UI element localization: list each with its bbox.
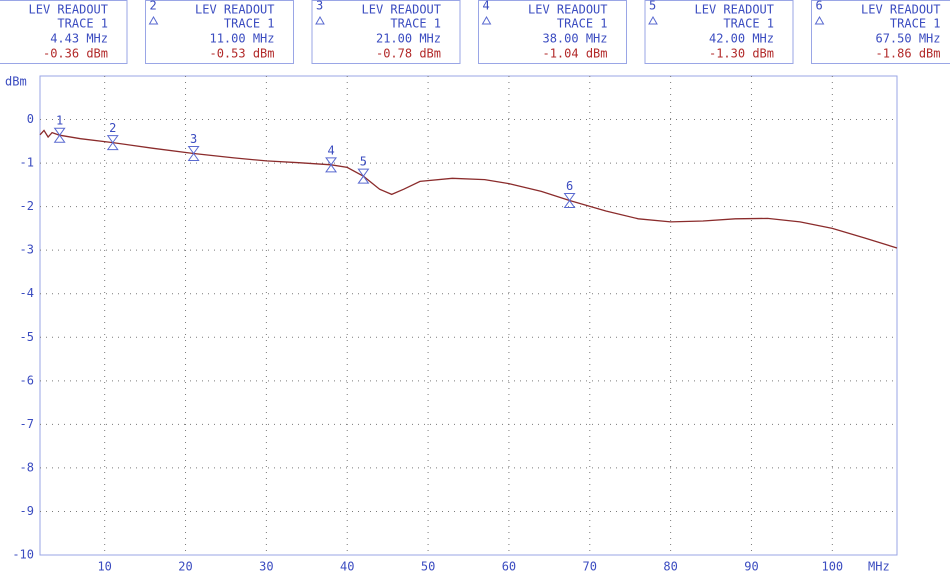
readout-marker-number: 4 [483,0,490,13]
readout-marker-symbol [315,15,325,25]
x-tick-label: 50 [421,560,435,574]
readout-marker-symbol [481,15,492,25]
marker-symbol [325,157,338,173]
readout-level: -0.36 dBm [43,47,108,61]
marker-number: 2 [109,121,116,135]
readout-frequency: 21.00 MHz [376,32,441,46]
y-tick-label: 0 [27,112,34,126]
x-tick-label: 100 [821,560,843,574]
y-tick-label: -10 [12,548,34,562]
x-unit-label: MHz [868,560,890,574]
y-tick-label: -1 [20,156,34,170]
readout-trace: TRACE 1 [390,17,441,31]
y-tick-label: -8 [20,460,34,474]
marker-symbol [563,193,576,209]
readout-marker-symbol [814,15,825,25]
readout-trace: TRACE 1 [224,17,275,31]
readout-title: LEV READOUT [362,3,441,17]
readout-trace: TRACE 1 [57,17,108,31]
marker-number: 5 [360,155,367,169]
y-tick-label: -7 [20,417,34,431]
x-tick-label: 30 [259,560,273,574]
x-tick-label: 60 [502,560,516,574]
marker-symbol [357,168,370,184]
marker-number: 3 [190,132,197,146]
marker-symbol [187,146,200,162]
readout-marker-number: 2 [150,0,157,13]
marker-symbol [106,135,119,151]
readout-marker-number: 5 [649,0,656,13]
plot-frame [39,75,898,556]
marker-number: 4 [327,143,334,157]
readout-box [811,0,950,64]
readout-frequency: 67.50 MHz [875,32,940,46]
trace-line [39,129,898,249]
x-tick-label: 10 [97,560,111,574]
marker-symbol [53,127,66,143]
readout-marker-symbol [648,15,658,25]
readout-title: LEV READOUT [861,3,940,17]
y-tick-label: -5 [20,330,34,344]
y-tick-label: -9 [20,504,34,518]
readout-trace: TRACE 1 [557,17,608,31]
readout-frequency: 11.00 MHz [209,32,274,46]
readout-frequency: 4.43 MHz [50,32,108,46]
readout-level: -1.30 dBm [709,47,774,61]
readout-box [0,0,128,64]
readout-marker-number: 6 [816,0,823,13]
readout-title: LEV READOUT [695,3,774,17]
readout-title: LEV READOUT [528,3,607,17]
readout-trace: TRACE 1 [890,17,941,31]
x-tick-label: 70 [583,560,597,574]
y-tick-label: -2 [20,199,34,213]
readout-frequency: 42.00 MHz [709,32,774,46]
y-tick-label: -3 [20,243,34,257]
y-tick-label: -4 [20,286,34,300]
readout-box [644,0,794,64]
x-tick-label: 90 [744,560,758,574]
x-tick-label: 80 [663,560,677,574]
readout-title: LEV READOUT [195,3,274,17]
readout-level: -1.04 dBm [542,47,607,61]
readout-level: -0.53 dBm [209,47,274,61]
readout-title: LEV READOUT [29,3,108,17]
y-tick-label: -6 [20,373,34,387]
readout-frequency: 38.00 MHz [542,32,607,46]
marker-number: 6 [566,179,573,193]
readout-box [145,0,294,64]
y-axis-label: dBm [5,75,27,89]
x-tick-label: 40 [340,560,354,574]
readout-marker-number: 3 [316,0,323,13]
readout-trace: TRACE 1 [723,17,774,31]
readout-level: -1.86 dBm [875,47,940,61]
readout-marker-symbol [148,15,159,25]
readout-level: -0.78 dBm [376,47,441,61]
readout-box [478,0,627,64]
x-tick-label: 20 [178,560,192,574]
marker-number: 1 [56,114,63,128]
readout-box [311,0,461,64]
